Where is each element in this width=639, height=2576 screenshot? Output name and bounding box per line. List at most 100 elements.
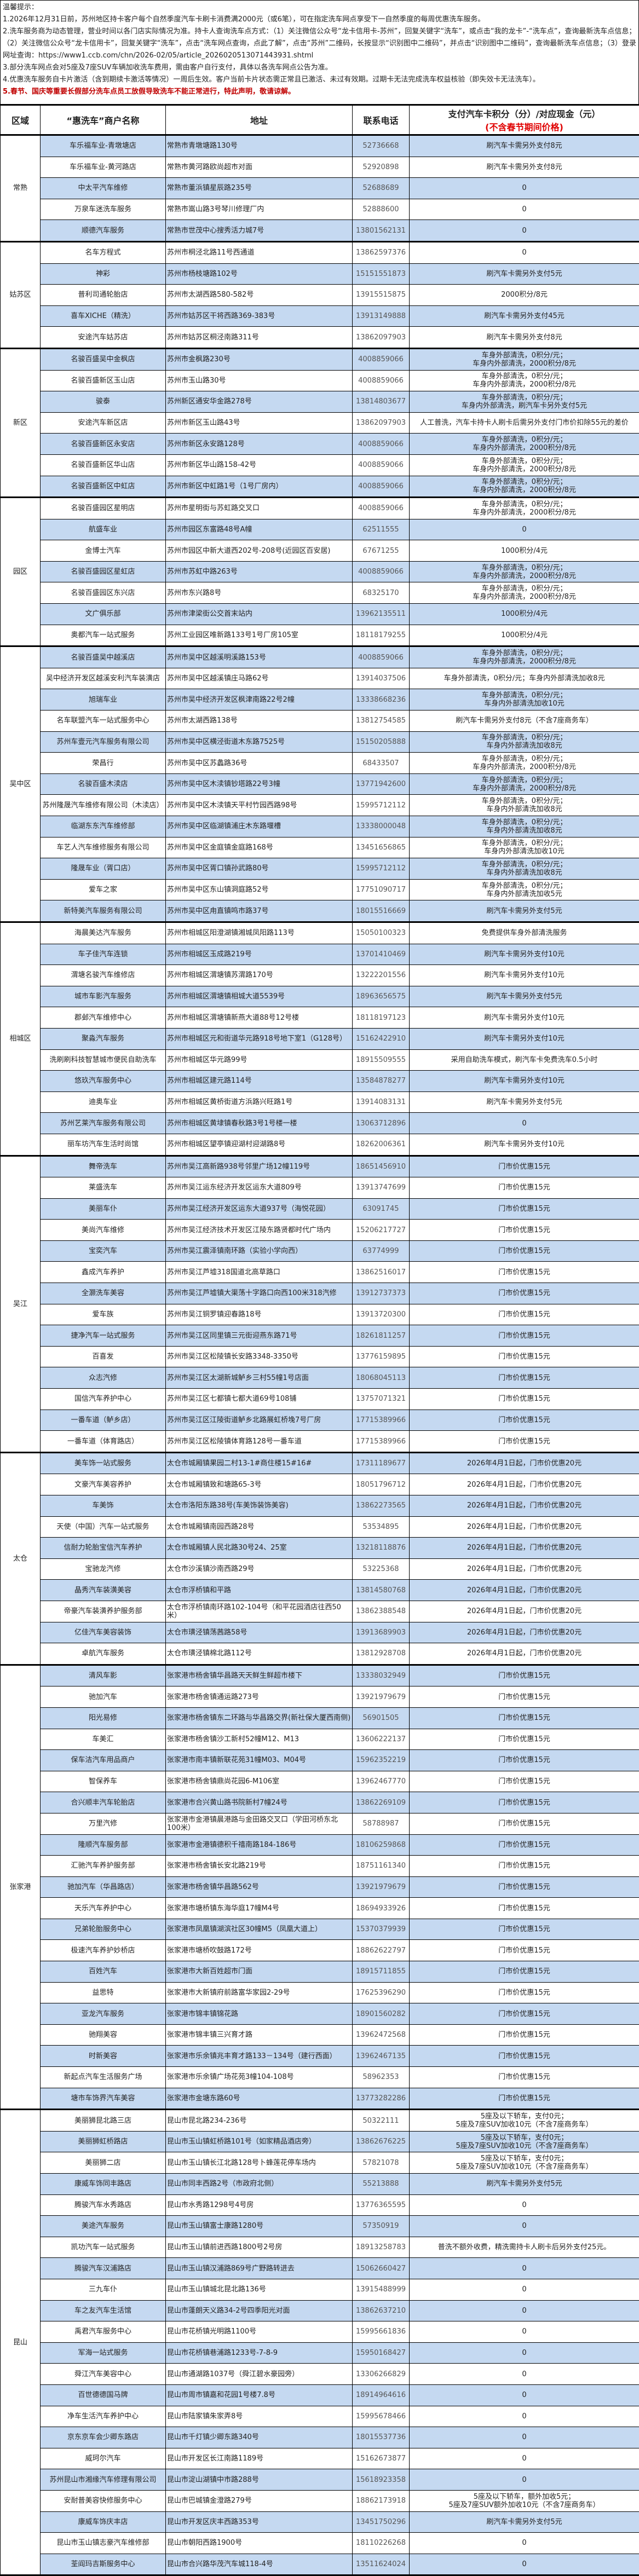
merchant-price: 门市价优惠15元 [410, 1431, 639, 1453]
merchant-price: 车身外部清洗，0积分/元； 车身内外部清洗，2000积分/8元 [410, 434, 639, 455]
merchant-address: 张家港市乐余镇广场花苑3幢104-108号 [166, 2067, 353, 2088]
merchant-phone: 17311189677 [353, 1452, 410, 1474]
merchant-phone: 13862516017 [353, 1262, 410, 1283]
merchant-phone: 13915515875 [353, 285, 410, 306]
merchant-phone: 17625396290 [353, 1982, 410, 2003]
merchant-price: 门市价优惠15元 [410, 1813, 639, 1834]
merchant-address: 苏州市相城区华元路99号 [166, 1049, 353, 1071]
merchant-phone: 15050100323 [353, 922, 410, 944]
merchant-name: 丽车坊汽车生活时尚馆 [41, 1134, 166, 1156]
merchant-phone: 13862597376 [353, 241, 410, 263]
merchant-address: 苏州市吴江经济开发区运东大道937号（海悦花园） [166, 1198, 353, 1220]
merchant-phone: 13962135511 [353, 604, 410, 625]
merchant-name: 临湖东东汽车维修部 [41, 816, 166, 838]
merchant-price: 车身外部清洗，0积分/元； 车身内外部清洗，2000积分/8元 [410, 348, 639, 370]
merchant-name: 京东京车会少卿东路店 [41, 2427, 166, 2448]
merchant-name: 航盛车业 [41, 519, 166, 540]
merchant-name: 阳光易修 [41, 1707, 166, 1729]
merchant-price: 5座及以下轿车，支付0元； 5座及7座SUV加收10元（不含7座商务车） [410, 2131, 639, 2152]
merchant-name: 舜江汽车美容中心 [41, 2364, 166, 2385]
merchant-phone: 15062660427 [353, 2258, 410, 2279]
merchant-phone: 13921979679 [353, 1876, 410, 1898]
merchant-name: 一番车道（体育路店） [41, 1431, 166, 1453]
merchant-price: 刷汽车卡需另外支付10元 [410, 1007, 639, 1029]
merchant-name: 新特美汽车服务有限公司 [41, 900, 166, 922]
header-price: 支付汽车卡积分（分）/对应现金（元） (不含春节期间价格) [410, 105, 639, 135]
merchant-phone: 15162422910 [353, 1028, 410, 1049]
merchant-price: 0 [410, 2321, 639, 2343]
merchant-price: 2026年4月1日起，门市价优惠20元 [410, 1580, 639, 1601]
merchant-address: 昆山市开发区庆丰西路353号 [166, 2511, 353, 2533]
merchant-name: 卓航汽车服务 [41, 1643, 166, 1665]
merchant-name: 万里汽修 [41, 1813, 166, 1834]
merchant-phone: 4008859066 [353, 454, 410, 476]
merchant-name: 帝豪汽车装潢养护服务部 [41, 1601, 166, 1622]
merchant-name: 天乐汽车养护中心 [41, 1898, 166, 1919]
merchant-phone: 18261811257 [353, 1325, 410, 1347]
merchant-phone: 52888600 [353, 199, 410, 220]
merchant-name: 爱车族 [41, 1304, 166, 1325]
merchant-price: 0 [410, 2427, 639, 2448]
merchant-phone: 18913258783 [353, 2237, 410, 2258]
merchant-name: 聚淼汽车服务 [41, 1028, 166, 1049]
merchant-address: 太仓市城厢镇南园西路28号 [166, 1516, 353, 1538]
merchant-phone: 15950168427 [353, 2342, 410, 2364]
merchant-phone: 15995661836 [353, 2321, 410, 2343]
merchant-phone: 18751161340 [353, 1856, 410, 1877]
merchant-name: 奥都汽车一站式服务 [41, 625, 166, 646]
merchant-price: 刷汽车卡需另外支付8元 [410, 327, 639, 349]
merchant-phone: 13757071321 [353, 1389, 410, 1410]
merchant-name: 美丽车仆 [41, 1198, 166, 1220]
merchant-price: 2000积分/8元 [410, 285, 639, 306]
merchant-address: 昆山市玉山镇前进西路1800号2号房 [166, 2237, 353, 2258]
note-item: 3.部分洗车网点会对5座及7座SUV车辆加收洗车费用，需由客户自行支付，具体以各… [3, 62, 636, 74]
table-row: 兄弟轮胎服务中心张家港市凤凰镇湖滨社区30幢M5（凤凰大道上）153703799… [1, 1919, 639, 1940]
merchant-phone: 18015516669 [353, 900, 410, 922]
merchant-name: 名车方程式 [41, 241, 166, 263]
table-row: 时新美容张家港市乐余镇兆丰育才路133－134号（建行西面）1396246713… [1, 2046, 639, 2067]
merchant-phone: 13912737373 [353, 1283, 410, 1304]
merchant-phone: 52736668 [353, 135, 410, 157]
merchant-phone: 13913747699 [353, 1177, 410, 1199]
merchant-name: 名骏百盛园区东兴店 [41, 582, 166, 604]
merchant-phone: 18118179255 [353, 625, 410, 646]
merchant-phone: 13913689903 [353, 1622, 410, 1643]
merchant-phone: 13921979679 [353, 1686, 410, 1708]
merchant-phone: 18262006361 [353, 1134, 410, 1156]
merchant-name: 名骏百盛吴中金枫店 [41, 348, 166, 370]
merchant-address: 昆山市合兴路华茂汽车城118-4号 [166, 2554, 353, 2575]
merchant-phone: 13962467135 [353, 2046, 410, 2067]
merchant-address: 苏州市吴中区越溪镇庄马路62号 [166, 668, 353, 689]
merchant-price: 门市价优惠15元 [410, 1283, 639, 1304]
merchant-name: 安途汽车姑苏店 [41, 327, 166, 349]
merchant-address: 苏州市吴江经济技术开发区江陵东路贤都时代广场内 [166, 1220, 353, 1241]
merchant-address: 苏州市太湖西路580-582号 [166, 285, 353, 306]
merchant-address: 昆山市淀山湖镇中市路288号 [166, 2469, 353, 2491]
merchant-price: 5座及以下轿车，支付0元； 5座及7座SUV加收10元（不含7座商务车） [410, 2110, 639, 2132]
merchant-name: 百喜发 [41, 1346, 166, 1367]
merchant-name: 苏州艺莱汽车服务有限公司 [41, 1113, 166, 1134]
merchant-phone: 57350919 [353, 2216, 410, 2237]
merchant-address: 苏州市津梁街公交首末站内 [166, 604, 353, 625]
merchant-name: 隆顺汽车服务部 [41, 1834, 166, 1856]
merchant-name: 车乐福车业-青墩塘店 [41, 135, 166, 157]
merchant-price: 刷汽车卡需另外支付5元 [410, 1091, 639, 1113]
header-price-label: 支付汽车卡积分（分）/对应现金（元） [448, 109, 601, 119]
region-cell: 吴江 [1, 1156, 41, 1452]
merchant-address: 苏州市吴江区江陵街道鲈乡北路展虹桥堍7号厂房 [166, 1410, 353, 1431]
